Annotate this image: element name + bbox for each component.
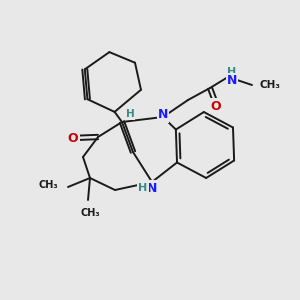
Text: N: N	[158, 109, 168, 122]
Text: O: O	[68, 131, 78, 145]
Text: H: H	[126, 109, 134, 119]
Text: CH₃: CH₃	[260, 80, 281, 90]
Text: N: N	[227, 74, 237, 88]
Text: CH₃: CH₃	[38, 180, 58, 190]
Text: H: H	[138, 183, 148, 193]
Text: O: O	[211, 100, 221, 112]
Text: H: H	[227, 67, 237, 77]
Text: N: N	[147, 182, 157, 194]
Text: CH₃: CH₃	[80, 208, 100, 218]
